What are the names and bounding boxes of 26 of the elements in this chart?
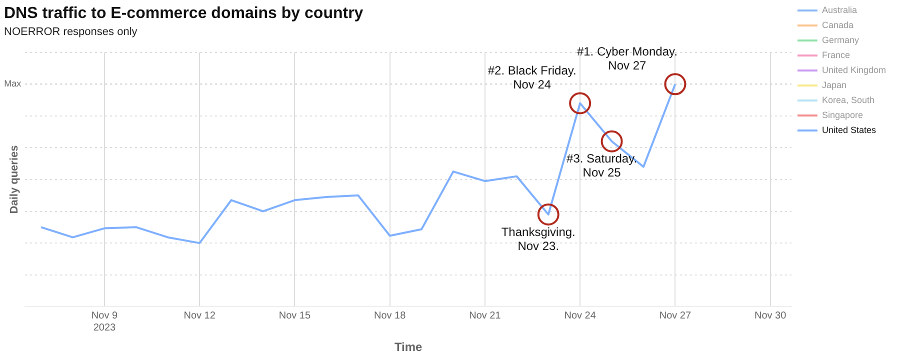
legend-label: Korea, South: [822, 94, 875, 105]
legend-label: Canada: [822, 20, 854, 30]
chart-title: DNS traffic to E-commerce domains by country: [4, 5, 364, 22]
legend-label: France: [822, 50, 850, 60]
x-tick-label: Nov 15: [278, 310, 311, 322]
x-tick-label: Nov 21: [469, 310, 502, 322]
chart-subtitle: NOERROR responses only: [4, 26, 138, 38]
x-tick-label: Nov 30: [754, 310, 787, 322]
y-axis-title: Daily queries: [8, 145, 21, 214]
legend-label: United Kingdom: [822, 64, 886, 75]
annotation: Thanksgiving. Nov 23.: [501, 224, 576, 253]
legend-label: Germany: [822, 34, 860, 45]
x-tick-label: Nov 24: [564, 310, 596, 322]
legend-label: Australia: [822, 4, 857, 15]
x-tick-label: Nov 12: [184, 310, 216, 322]
annotation: #3. Saturday. Nov 25: [566, 152, 638, 180]
x-tick-label: Nov 18: [374, 310, 406, 322]
ref-line-label: Max: [4, 78, 22, 89]
annotation: #2. Black Friday. Nov 24: [488, 64, 576, 92]
x-tick-label: Nov 27: [659, 310, 692, 322]
x-axis-title: Time: [394, 340, 423, 354]
legend-label: Japan: [822, 80, 846, 90]
annotation: #1. Cyber Monday. Nov 27: [576, 44, 678, 72]
legend-label: Singapore: [822, 110, 864, 120]
legend-label: United States: [822, 124, 876, 135]
x-tick-label: Nov 9 2023: [91, 310, 118, 334]
